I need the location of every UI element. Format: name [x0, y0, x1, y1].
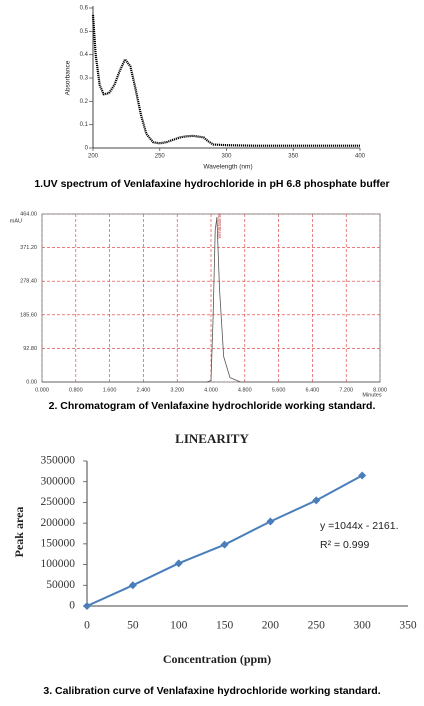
annotation: y =1044x - 2161. — [320, 520, 399, 532]
x-axis-label: Concentration (ppm) — [163, 652, 271, 666]
y-tick-label: 0.6 — [80, 6, 89, 12]
x-tick-label: 350 — [288, 154, 299, 160]
y-tick-label: 92.80 — [23, 346, 37, 352]
chart-title: LINEARITY — [175, 431, 249, 446]
y-unit: mAU — [10, 218, 22, 224]
y-tick-label: 278.40 — [20, 279, 37, 285]
x-tick-label: 7.200 — [339, 387, 353, 393]
y-axis-label: Absorbance — [65, 60, 72, 95]
marker — [220, 540, 229, 549]
y-tick-label: 0.2 — [80, 99, 89, 105]
x-tick-label: 4.800 — [238, 387, 252, 393]
y-tick-label: 185.60 — [20, 312, 37, 318]
marker — [174, 559, 183, 568]
marker — [312, 496, 321, 505]
x-tick-label: 4.000 — [204, 387, 218, 393]
caption: 2. Chromatogram of Venlafaxine hydrochlo… — [49, 400, 376, 412]
y-tick-label: 250000 — [41, 496, 76, 508]
marker — [128, 581, 137, 590]
caption: 3. Calibration curve of Venlafaxine hydr… — [43, 685, 380, 697]
x-tick-label: 100 — [170, 620, 188, 632]
x-tick-label: 5.600 — [272, 387, 286, 393]
y-tick-label: 0.1 — [80, 122, 89, 128]
x-tick-label: 150 — [216, 620, 234, 632]
x-tick-label: 0.800 — [69, 387, 83, 393]
x-tick-label: 250 — [155, 154, 166, 160]
x-tick-label: 0 — [84, 620, 90, 632]
annotation: R² = 0.999 — [320, 539, 369, 551]
y-tick-label: 0.3 — [80, 76, 89, 82]
marker — [358, 471, 367, 480]
y-tick-label: 464.00 — [20, 211, 37, 217]
y-tick-label: 350000 — [41, 455, 76, 467]
x-tick-label: 200 — [262, 620, 280, 632]
peak-label: Venlafaxine — [217, 213, 223, 239]
y-tick-label: 100000 — [41, 558, 76, 570]
series-line — [42, 216, 380, 383]
y-tick-label: 0 — [85, 146, 89, 152]
x-tick-label: 200 — [88, 154, 99, 160]
x-tick-label: 8.000 — [373, 387, 387, 393]
series-line — [91, 14, 360, 147]
y-tick-label: 300000 — [41, 475, 76, 487]
x-tick-label: 350 — [399, 620, 417, 632]
y-axis-label: Peak area — [12, 507, 26, 558]
marker — [266, 517, 275, 526]
x-tick-label: 1.600 — [103, 387, 117, 393]
y-tick-label: 0.4 — [80, 52, 89, 58]
plot-frame — [41, 213, 381, 383]
x-tick-label: 300 — [221, 154, 232, 160]
y-tick-label: 200000 — [41, 517, 76, 529]
x-tick-label: 6.400 — [306, 387, 320, 393]
x-tick-label: 2.400 — [137, 387, 151, 393]
x-axis-label: Wavelength (nm) — [203, 164, 252, 171]
x-tick-label: 3.200 — [170, 387, 184, 393]
y-tick-label: 371.20 — [20, 245, 37, 251]
x-tick-label: 0.000 — [35, 387, 49, 393]
y-tick-label: 0 — [69, 600, 75, 612]
y-tick-label: 50000 — [46, 579, 75, 591]
y-tick-label: 150000 — [41, 537, 76, 549]
x-tick-label: 400 — [355, 154, 366, 160]
y-tick-label: 0.00 — [26, 379, 37, 385]
y-tick-label: 0.5 — [80, 29, 89, 35]
marker — [83, 602, 91, 610]
caption: 1.UV spectrum of Venlafaxine hydrochlori… — [34, 178, 389, 190]
x-tick-label: 300 — [354, 620, 372, 632]
x-tick-label: 50 — [127, 620, 139, 632]
x-tick-label: 250 — [308, 620, 326, 632]
x-unit: Minutes — [362, 392, 382, 398]
